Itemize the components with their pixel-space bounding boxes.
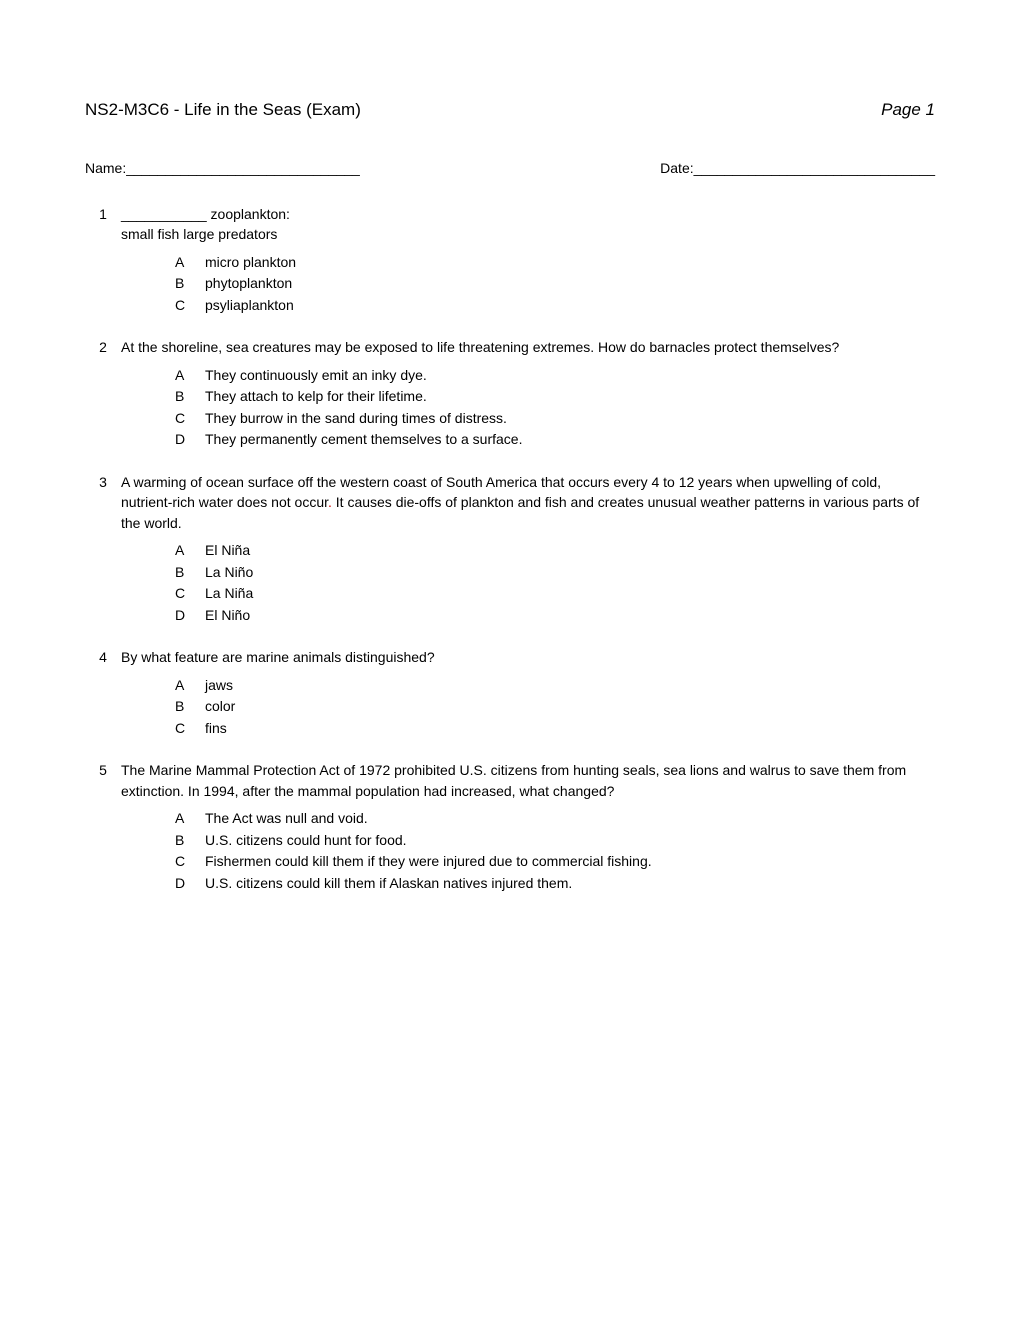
- question-number: 4: [85, 647, 121, 740]
- option-b: B color: [175, 697, 935, 717]
- option-c: C psyliaplankton: [175, 296, 935, 316]
- options-list: A micro plankton B phytoplankton C psyli…: [175, 253, 935, 316]
- option-text: The Act was null and void.: [205, 809, 935, 829]
- options-list: A jaws B color C fins: [175, 676, 935, 739]
- option-letter: B: [175, 831, 205, 851]
- option-c: C La Niña: [175, 584, 935, 604]
- header-title: NS2-M3C6 - Life in the Seas (Exam): [85, 100, 361, 120]
- header-page: Page 1: [881, 100, 935, 120]
- option-letter: B: [175, 274, 205, 294]
- option-letter: A: [175, 809, 205, 829]
- name-date-row: Name:______________________________ Date…: [85, 160, 935, 176]
- question-number: 1: [85, 204, 121, 317]
- option-d: D El Niño: [175, 606, 935, 626]
- option-d: D U.S. citizens could kill them if Alask…: [175, 874, 935, 894]
- question-4: 4 By what feature are marine animals dis…: [85, 647, 935, 740]
- option-text: They permanently cement themselves to a …: [205, 430, 935, 450]
- option-letter: B: [175, 387, 205, 407]
- options-list: A The Act was null and void. B U.S. citi…: [175, 809, 935, 893]
- option-letter: C: [175, 584, 205, 604]
- option-a: A micro plankton: [175, 253, 935, 273]
- options-list: A El Niña B La Niño C La Niña D El Niño: [175, 541, 935, 625]
- question-5: 5 The Marine Mammal Protection Act of 19…: [85, 760, 935, 895]
- option-text: U.S. citizens could hunt for food.: [205, 831, 935, 851]
- option-letter: D: [175, 430, 205, 450]
- option-a: A jaws: [175, 676, 935, 696]
- option-letter: C: [175, 719, 205, 739]
- option-letter: C: [175, 409, 205, 429]
- option-text: U.S. citizens could kill them if Alaskan…: [205, 874, 935, 894]
- option-text: micro plankton: [205, 253, 935, 273]
- question-number: 5: [85, 760, 121, 895]
- option-text: fins: [205, 719, 935, 739]
- option-b: B phytoplankton: [175, 274, 935, 294]
- option-text: They burrow in the sand during times of …: [205, 409, 935, 429]
- question-text: At the shoreline, sea creatures may be e…: [121, 337, 935, 357]
- option-text: They attach to kelp for their lifetime.: [205, 387, 935, 407]
- option-c: C Fishermen could kill them if they were…: [175, 852, 935, 872]
- option-text: La Niña: [205, 584, 935, 604]
- option-letter: A: [175, 366, 205, 386]
- option-a: A El Niña: [175, 541, 935, 561]
- option-c: C fins: [175, 719, 935, 739]
- name-label: Name:______________________________: [85, 160, 360, 176]
- date-label: Date:_______________________________: [660, 160, 935, 176]
- question-text: A warming of ocean surface off the weste…: [121, 472, 935, 533]
- option-text: They continuously emit an inky dye.: [205, 366, 935, 386]
- option-letter: A: [175, 541, 205, 561]
- option-letter: A: [175, 253, 205, 273]
- question-content: By what feature are marine animals disti…: [121, 647, 935, 740]
- question-content: The Marine Mammal Protection Act of 1972…: [121, 760, 935, 895]
- option-a: A The Act was null and void.: [175, 809, 935, 829]
- option-text: El Niña: [205, 541, 935, 561]
- option-text: color: [205, 697, 935, 717]
- option-b: B They attach to kelp for their lifetime…: [175, 387, 935, 407]
- option-letter: D: [175, 606, 205, 626]
- option-letter: A: [175, 676, 205, 696]
- option-text: phytoplankton: [205, 274, 935, 294]
- option-c: C They burrow in the sand during times o…: [175, 409, 935, 429]
- question-1: 1 ___________ zooplankton: small fish la…: [85, 204, 935, 317]
- option-b: B U.S. citizens could hunt for food.: [175, 831, 935, 851]
- question-3: 3 A warming of ocean surface off the wes…: [85, 472, 935, 627]
- question-number: 2: [85, 337, 121, 452]
- page-header: NS2-M3C6 - Life in the Seas (Exam) Page …: [85, 100, 935, 120]
- question-number: 3: [85, 472, 121, 627]
- question-content: At the shoreline, sea creatures may be e…: [121, 337, 935, 452]
- option-letter: D: [175, 874, 205, 894]
- option-text: jaws: [205, 676, 935, 696]
- question-text: The Marine Mammal Protection Act of 1972…: [121, 760, 935, 801]
- question-content: A warming of ocean surface off the weste…: [121, 472, 935, 627]
- options-list: A They continuously emit an inky dye. B …: [175, 366, 935, 450]
- option-text: La Niño: [205, 563, 935, 583]
- option-text: Fishermen could kill them if they were i…: [205, 852, 935, 872]
- option-letter: C: [175, 296, 205, 316]
- question-content: ___________ zooplankton: small fish larg…: [121, 204, 935, 317]
- option-d: D They permanently cement themselves to …: [175, 430, 935, 450]
- option-text: El Niño: [205, 606, 935, 626]
- option-a: A They continuously emit an inky dye.: [175, 366, 935, 386]
- question-text: By what feature are marine animals disti…: [121, 647, 935, 667]
- option-letter: C: [175, 852, 205, 872]
- option-b: B La Niño: [175, 563, 935, 583]
- option-letter: B: [175, 563, 205, 583]
- question-text: ___________ zooplankton: small fish larg…: [121, 204, 935, 245]
- option-letter: B: [175, 697, 205, 717]
- option-text: psyliaplankton: [205, 296, 935, 316]
- question-2: 2 At the shoreline, sea creatures may be…: [85, 337, 935, 452]
